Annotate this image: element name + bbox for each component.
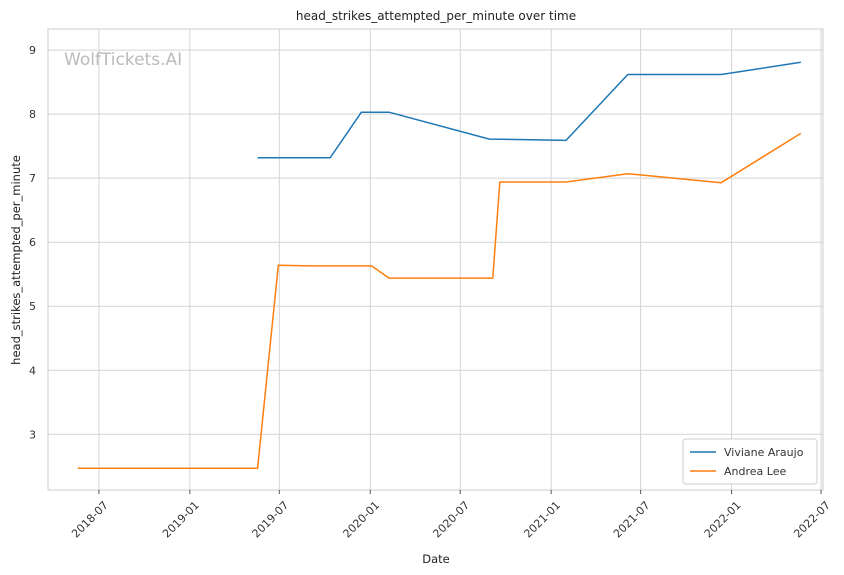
series-line-1 (77, 132, 802, 469)
x-tick-label: 2020-07 (430, 499, 472, 541)
grid (48, 29, 823, 490)
watermark: WolfTickets.AI (64, 50, 182, 70)
chart-title: head_strikes_attempted_per_minute over t… (296, 9, 576, 23)
x-axis-label: Date (422, 552, 450, 566)
x-tick-label: 2021-07 (611, 499, 653, 541)
y-tick-label: 4 (29, 364, 36, 377)
y-tick-label: 8 (29, 108, 36, 121)
plot-area-frame (47, 28, 824, 491)
legend: Viviane Araujo Andrea Lee (682, 438, 818, 485)
y-tick-label: 7 (29, 172, 36, 185)
legend-box (682, 438, 818, 485)
legend-label-0: Viviane Araujo (724, 446, 804, 459)
y-axis-ticks: 3 4 5 6 7 8 9 (29, 44, 36, 441)
x-tick-label: 2020-01 (341, 499, 383, 541)
y-tick-label: 9 (29, 44, 36, 57)
series-line-0 (257, 61, 801, 159)
y-tick-label: 6 (29, 236, 36, 249)
y-tick-label: 5 (29, 300, 36, 313)
x-tick-label: 2018-07 (69, 499, 111, 541)
y-tick-label: 3 (29, 428, 36, 441)
x-axis-ticks: 2018-07 2019-01 2019-07 2020-01 2020-07 2021-… (69, 490, 833, 540)
x-tick-label: 2019-01 (160, 499, 202, 541)
series-lines (77, 61, 802, 469)
x-tick-label: 2022-07 (791, 499, 833, 541)
x-tick-label: 2022-01 (702, 499, 744, 541)
x-tick-label: 2021-01 (521, 499, 563, 541)
y-axis-label: head_strikes_attempted_per_minute (9, 155, 23, 365)
legend-label-1: Andrea Lee (724, 465, 786, 478)
x-tick-label: 2019-07 (250, 499, 292, 541)
